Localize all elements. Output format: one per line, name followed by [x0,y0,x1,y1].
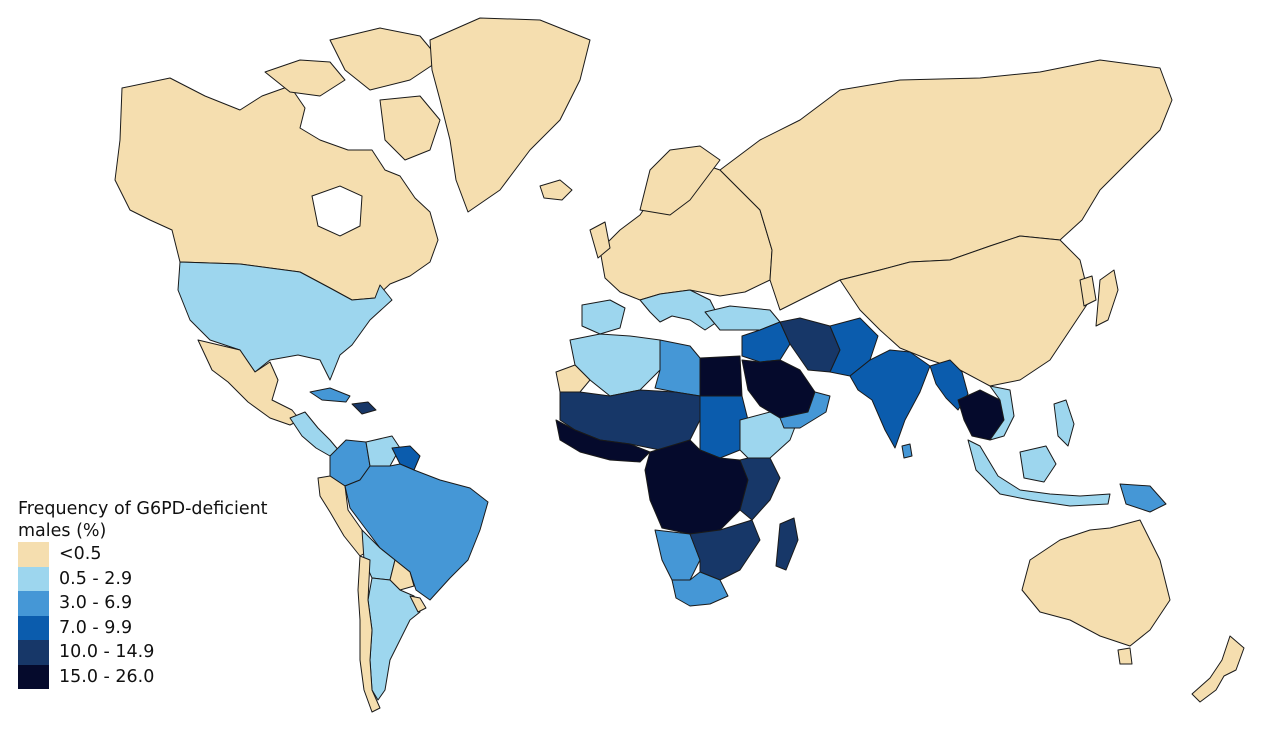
region-yemen-oman [779,391,831,429]
region-greenland [429,17,591,213]
region-western-sahara [555,364,591,393]
region-paraguay [389,559,415,591]
region-central-africa [644,439,749,535]
region-egypt [699,355,743,397]
legend-label: 0.5 - 2.9 [59,568,133,589]
region-china [839,235,1091,387]
region-sudan [699,395,749,459]
region-mexico [197,339,301,426]
legend-row: 15.0 - 26.0 [18,664,318,689]
legend-swatch [18,664,49,689]
legend-row: 7.0 - 9.9 [18,615,318,640]
legend-swatch [18,542,49,567]
region-borneo [1019,445,1057,483]
region-india [849,349,931,449]
legend-label: 7.0 - 9.9 [59,617,133,638]
legend-swatch [18,566,49,591]
legend-label: 15.0 - 26.0 [59,666,155,687]
region-korea [1079,275,1097,307]
legend-label: 10.0 - 14.9 [59,642,155,663]
region-saudi-arabia [741,359,816,419]
legend-swatch [18,591,49,616]
region-sri-lanka [901,443,913,459]
region-australia [1021,519,1171,647]
region-iberia [581,299,626,335]
legend-swatch [18,615,49,640]
region-new-zealand [1191,635,1245,703]
region-east-africa [739,457,781,521]
region-south-africa [671,571,729,607]
region-indonesia [967,439,1111,507]
legend-rows: <0.5 0.5 - 2.9 3.0 - 6.9 7.0 - 9.9 10.0 … [18,542,318,689]
region-central-america [289,411,341,457]
region-hispaniola [351,401,377,415]
region-chile [357,555,381,713]
legend-row: 3.0 - 6.9 [18,591,318,616]
region-new-guinea [1119,483,1167,513]
region-philippines [1053,399,1075,447]
legend-row: 0.5 - 2.9 [18,566,318,591]
legend-title: Frequency of G6PD-deficient males (%) [18,499,268,541]
region-mozambique [689,519,761,581]
region-australia [1117,647,1133,665]
region-japan [1095,269,1119,327]
region-iceland [539,179,573,201]
legend-row: 10.0 - 14.9 [18,640,318,665]
region-madagascar [775,517,799,571]
region-canada-alaska [329,27,441,91]
region-levant [741,321,791,363]
legend-row: <0.5 [18,542,318,567]
map-legend: Frequency of G6PD-deficient males (%) <0… [18,498,318,689]
region-canada-alaska [264,59,346,97]
region-italy-balkans [639,289,721,331]
region-libya [654,339,701,397]
region-united-states [177,261,393,381]
region-cuba [309,387,351,403]
region-uruguay [409,595,427,613]
region-europe [589,221,611,259]
region-west-africa [555,419,651,463]
legend-label: 3.0 - 6.9 [59,593,133,614]
region-vietnam [989,385,1015,441]
region-russia [719,59,1173,311]
region-venezuela [365,435,401,467]
legend-label: <0.5 [59,544,102,565]
region-europe [639,145,721,216]
legend-swatch [18,640,49,665]
region-guianas [391,445,421,471]
region-canada-alaska [379,95,441,161]
